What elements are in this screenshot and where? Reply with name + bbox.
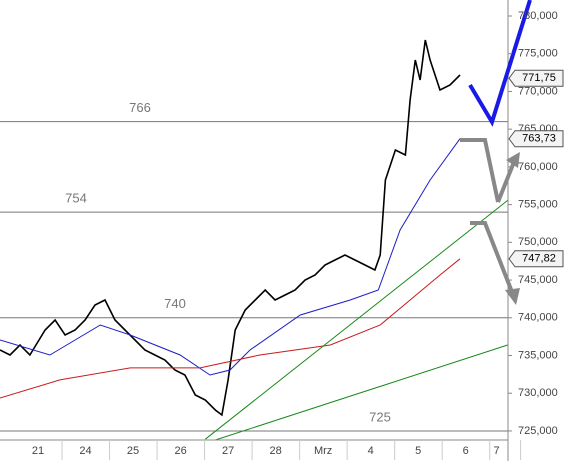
price-callout-label: 747,82 bbox=[522, 253, 556, 265]
y-tick-label: 745,000 bbox=[518, 274, 558, 286]
arrow-blue bbox=[468, 0, 532, 127]
y-tick-label: 770,000 bbox=[518, 85, 558, 97]
y-tick-label: 755,000 bbox=[518, 199, 558, 211]
arrow-gray bbox=[460, 138, 500, 203]
y-tick-label: 775,000 bbox=[518, 48, 558, 60]
x-tick-label: 28 bbox=[269, 445, 281, 457]
y-tick-label: 730,000 bbox=[518, 387, 558, 399]
series-line bbox=[0, 138, 461, 376]
level-label: 766 bbox=[129, 100, 151, 115]
level-label: 725 bbox=[369, 409, 391, 424]
x-tick-label: 24 bbox=[79, 445, 91, 457]
x-tick-label: Mrz bbox=[314, 445, 332, 457]
x-tick-label: 21 bbox=[32, 445, 44, 457]
price-callout-label: 763,73 bbox=[522, 133, 556, 145]
series-line bbox=[0, 258, 461, 399]
x-tick-label: 26 bbox=[174, 445, 186, 457]
price-callout bbox=[508, 130, 564, 148]
y-tick-label: 750,000 bbox=[518, 236, 558, 248]
arrow-gray bbox=[470, 221, 514, 293]
plot-area: 766 754 740 725 bbox=[0, 39, 509, 441]
price-callout-label: 771,75 bbox=[522, 72, 556, 84]
x-tick-label: 5 bbox=[415, 445, 421, 457]
y-tick-label: 725,000 bbox=[518, 425, 558, 437]
x-tick-label: 27 bbox=[222, 445, 234, 457]
arrow-head bbox=[505, 288, 520, 305]
series-line bbox=[215, 344, 509, 441]
y-tick-label: 760,000 bbox=[518, 161, 558, 173]
y-tick-label: 740,000 bbox=[518, 312, 558, 324]
series-line bbox=[0, 39, 461, 417]
level-label: 754 bbox=[65, 191, 87, 206]
arrow-gray bbox=[496, 161, 516, 203]
x-tick-label: 7 bbox=[494, 445, 500, 457]
level-label: 740 bbox=[164, 296, 186, 311]
y-tick-label: 780,000 bbox=[518, 10, 558, 22]
x-tick-label: 6 bbox=[463, 445, 469, 457]
x-tick-label: 4 bbox=[368, 445, 374, 457]
price-callout bbox=[508, 69, 564, 87]
arrow-head bbox=[506, 152, 520, 168]
price-callout bbox=[508, 250, 564, 268]
y-tick-label: 735,000 bbox=[518, 349, 558, 361]
series-line bbox=[204, 199, 509, 440]
x-tick-label: 25 bbox=[127, 445, 139, 457]
